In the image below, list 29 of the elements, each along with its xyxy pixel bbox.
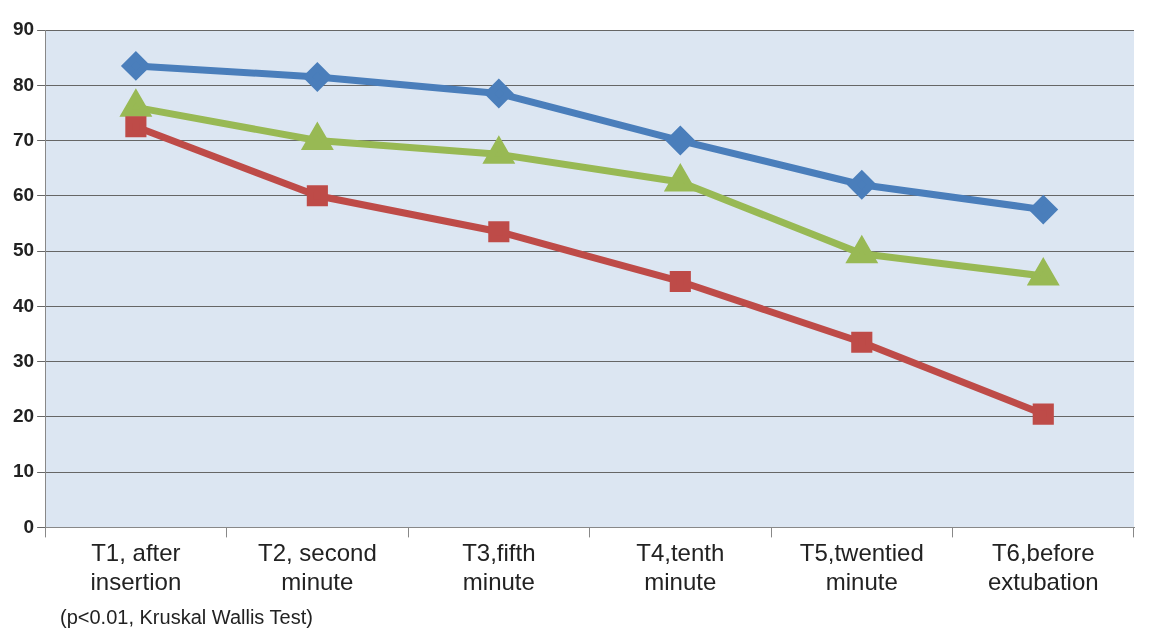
point [1032, 403, 1054, 425]
point [125, 116, 147, 138]
point [1029, 196, 1057, 224]
point [122, 52, 150, 80]
x-tick-label: T3,fifth minute [462, 539, 536, 596]
y-tick-label: 50 [12, 239, 35, 261]
y-tick-label: 60 [12, 184, 35, 206]
y-tick-label: 10 [12, 460, 35, 482]
y-tick-label: 80 [12, 73, 35, 95]
point [669, 270, 691, 293]
x-tick-label: T1, after insertion [90, 539, 182, 596]
point [306, 185, 328, 207]
point [666, 127, 694, 155]
x-tick-label: T4,tenth minute [636, 539, 725, 596]
x-tick-label: T6,before extubation [987, 539, 1099, 596]
point [488, 221, 510, 243]
x-tick-label: T2, second minute [257, 539, 377, 596]
y-tick-label: 20 [12, 405, 35, 427]
y-tick-label: 0 [23, 515, 35, 537]
y-tick-label: 30 [12, 349, 35, 371]
point [851, 331, 873, 353]
point [485, 80, 513, 108]
point [848, 171, 876, 199]
y-tick-label: 90 [12, 18, 35, 40]
text: (p<0.01, Kruskal Wallis Test) [60, 605, 313, 628]
y-tick-label: 70 [12, 128, 35, 150]
point [303, 63, 331, 91]
y-tick-label: 40 [12, 294, 35, 316]
x-tick-label: T5,twentied minute [799, 539, 924, 596]
